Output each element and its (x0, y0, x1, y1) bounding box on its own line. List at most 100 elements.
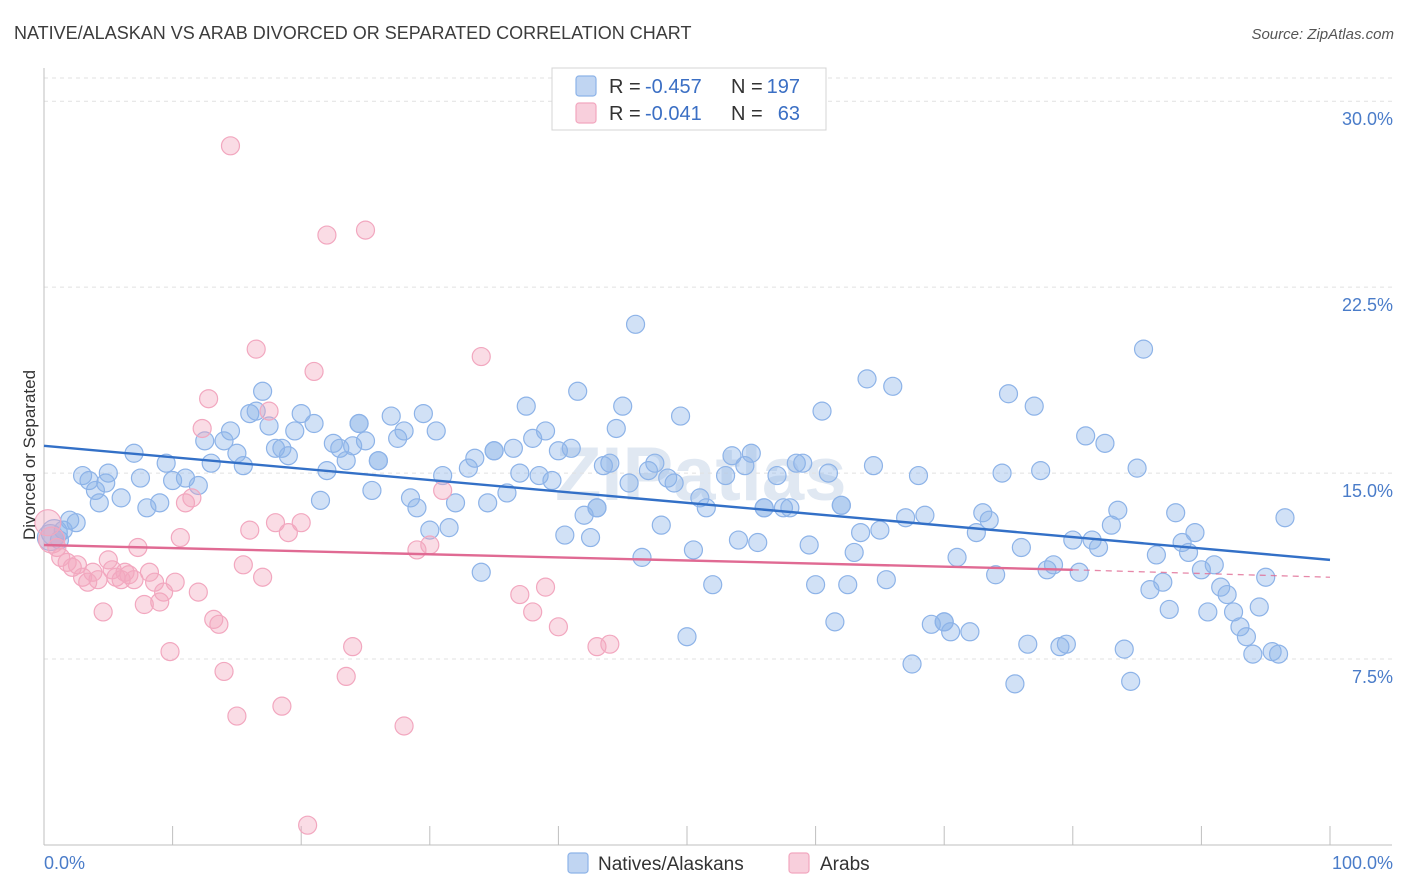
native-point-39 (323, 433, 343, 453)
native-point-74 (568, 381, 588, 401)
native-point-100 (741, 443, 761, 463)
arab-point-32 (199, 389, 219, 409)
native-point-95 (703, 575, 723, 595)
native-point-154 (1114, 639, 1134, 659)
legend-n-value-arabs: 63 (778, 103, 800, 125)
arab-point-27 (170, 527, 190, 548)
bottom-legend: Natives/Alaskans Arabs (567, 852, 870, 875)
native-point-123 (902, 654, 922, 674)
arab-point-39 (240, 520, 260, 540)
native-point-115 (844, 542, 864, 563)
y-tick-label-2: 22.5% (1342, 295, 1393, 315)
legend-r-label-arabs: R = (609, 103, 641, 125)
native-point-80 (606, 418, 626, 439)
native-point-84 (632, 547, 652, 567)
arab-point-34 (209, 614, 229, 634)
native-point-68 (529, 465, 549, 486)
arab-point-44 (272, 696, 292, 716)
native-point-184 (754, 498, 774, 518)
native-point-135 (992, 463, 1012, 483)
arab-point-12 (98, 550, 118, 570)
native-point-51 (407, 498, 427, 518)
native-point-162 (1166, 503, 1186, 523)
native-point-21 (195, 431, 215, 451)
native-point-94 (696, 498, 716, 518)
arab-point-11 (93, 602, 113, 622)
native-point-124 (908, 465, 929, 486)
native-point-35 (291, 403, 311, 424)
arab-point-53 (394, 716, 414, 736)
native-point-82 (619, 473, 639, 493)
arab-point-55 (420, 535, 440, 555)
arab-point-47 (298, 815, 318, 835)
native-point-185 (831, 495, 851, 515)
trend-natives (43, 444, 1331, 562)
native-point-182 (484, 441, 504, 461)
arab-point-61 (548, 617, 569, 637)
native-point-170 (1217, 584, 1237, 605)
native-point-130 (960, 622, 980, 642)
arab-point-57 (471, 346, 491, 367)
native-point-8 (85, 480, 106, 501)
native-point-166 (1191, 560, 1212, 580)
native-point-11 (98, 463, 118, 483)
native-point-14 (130, 468, 151, 488)
y-tick-label-1: 15.0% (1342, 481, 1393, 501)
native-point-49 (394, 421, 414, 441)
arab-point-60 (535, 577, 556, 597)
arab-point-35 (214, 661, 234, 682)
native-point-72 (555, 525, 575, 545)
native-point-134 (986, 565, 1006, 585)
arab-point-28 (175, 493, 196, 513)
native-point-141 (1031, 461, 1051, 481)
bottom-legend-label-natives: Natives/Alaskans (598, 854, 744, 875)
native-point-179 (1275, 508, 1295, 528)
native-point-147 (1069, 562, 1089, 582)
y-tick-label-0: 7.5% (1352, 667, 1393, 687)
arab-point-50 (336, 666, 356, 687)
native-point-73 (561, 438, 581, 458)
x-tick-label-min: 0.0% (44, 853, 85, 873)
arab-point-63 (600, 634, 620, 654)
native-point-161 (1159, 599, 1179, 620)
native-point-66 (516, 396, 536, 416)
native-point-91 (677, 627, 697, 647)
legend-n-label-natives: N = (731, 76, 763, 98)
native-point-90 (670, 406, 691, 426)
legend-swatch-natives (575, 75, 597, 97)
native-point-116 (851, 522, 871, 543)
native-point-44 (355, 431, 376, 451)
legend-swatch-arabs (575, 102, 597, 124)
native-point-157 (1133, 339, 1154, 359)
native-point-159 (1146, 545, 1166, 565)
native-point-97 (722, 446, 742, 466)
native-point-87 (651, 515, 671, 535)
arab-point-38 (233, 555, 253, 575)
x-tick-label-max: 100.0% (1332, 853, 1393, 873)
native-point-155 (1121, 671, 1141, 691)
arab-point-23 (150, 592, 170, 612)
arab-point-6 (67, 555, 88, 575)
arab-point-37 (227, 706, 247, 726)
native-point-96 (715, 465, 736, 486)
arab-point-45 (278, 522, 298, 543)
native-point-50 (400, 488, 421, 508)
native-point-81 (613, 396, 633, 416)
native-point-61 (478, 493, 498, 513)
trend-arabs (43, 543, 1073, 571)
arab-point-25 (160, 642, 180, 662)
native-point-17 (156, 453, 176, 473)
native-point-20 (188, 475, 208, 496)
native-point-105 (780, 498, 800, 518)
native-point-132 (973, 503, 993, 523)
native-point-114 (838, 575, 858, 595)
native-point-6 (72, 465, 93, 486)
arab-point-41 (253, 567, 273, 587)
native-point-32 (272, 438, 292, 458)
native-point-180 (349, 413, 369, 434)
bottom-legend-swatch-arabs (788, 852, 810, 874)
native-point-47 (381, 406, 401, 426)
native-point-122 (896, 508, 916, 528)
arab-point-21 (139, 562, 160, 582)
native-point-148 (1076, 426, 1096, 446)
